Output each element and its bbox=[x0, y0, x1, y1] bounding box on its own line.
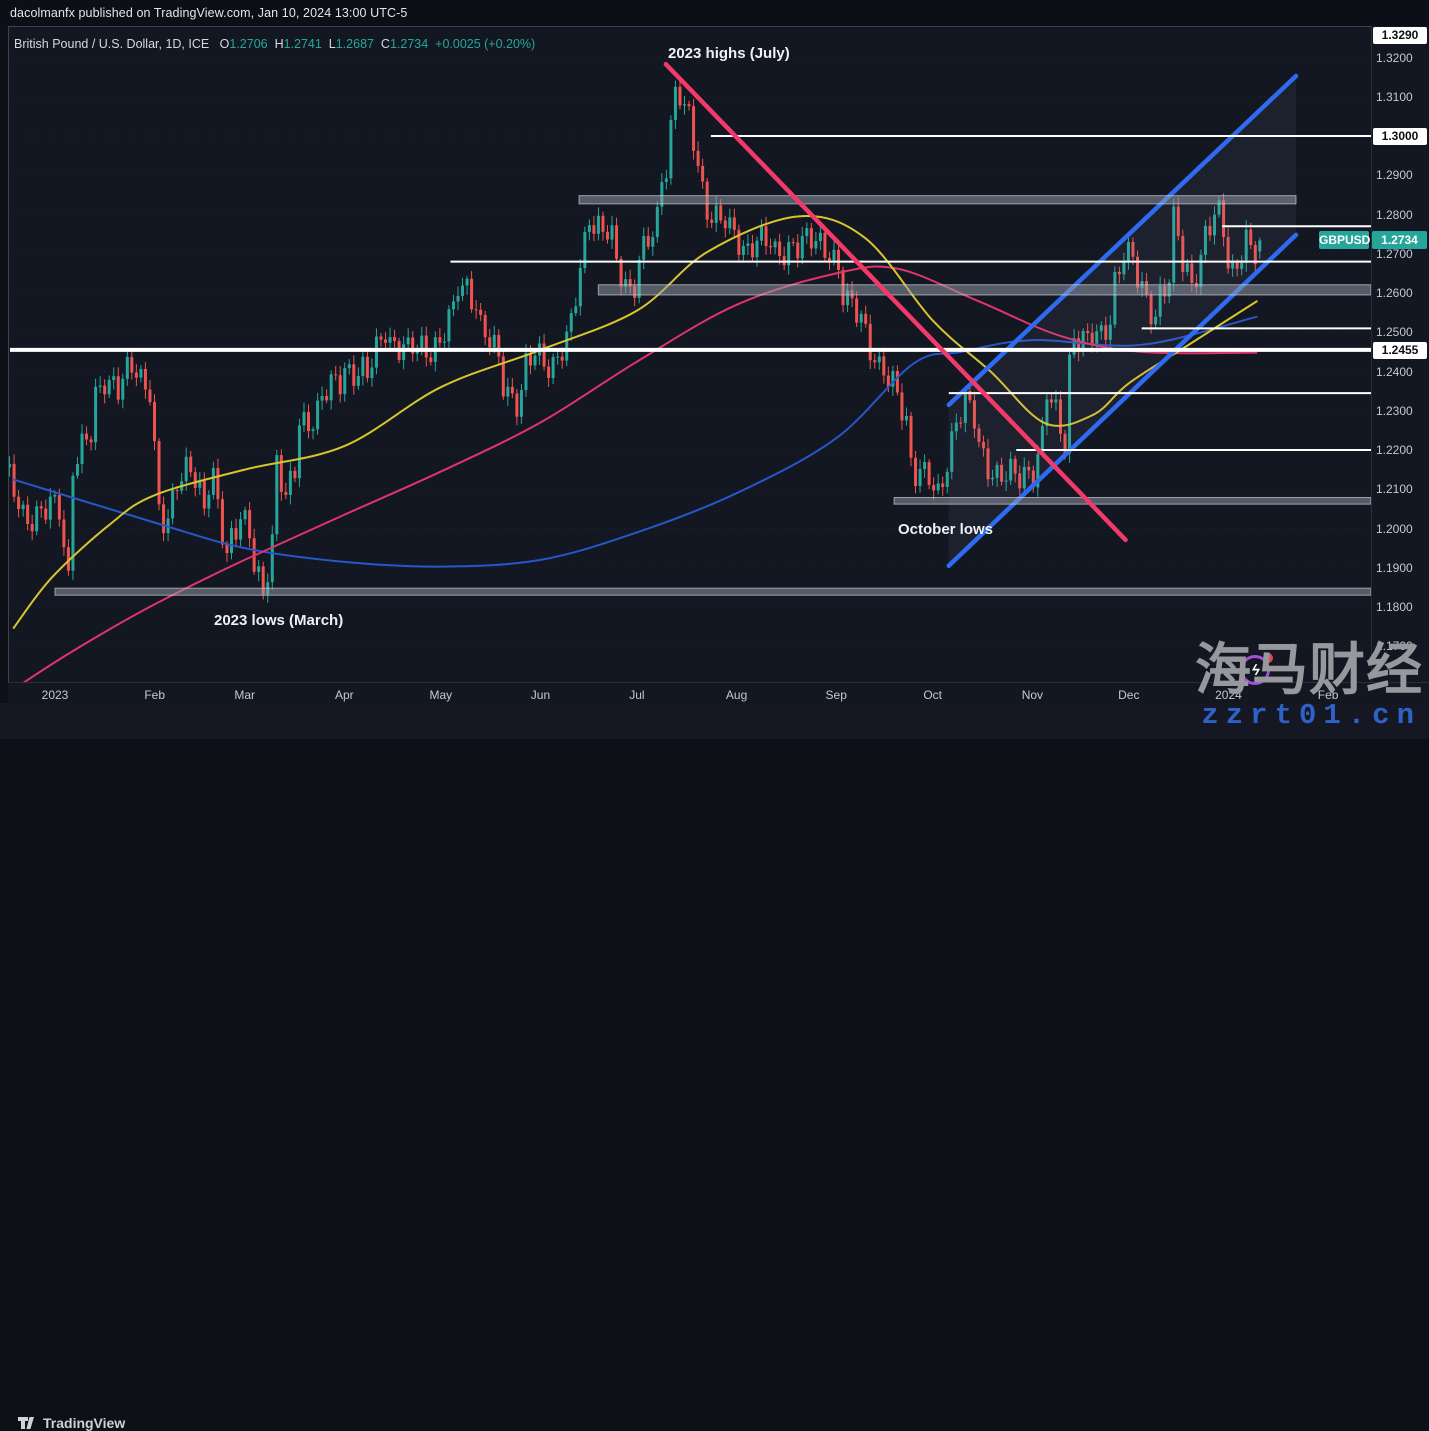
footer-bar: TradingView bbox=[0, 703, 1429, 1431]
close-label: C bbox=[380, 37, 390, 51]
chart-frame bbox=[8, 26, 1429, 703]
price-tick-label: 1.2800 bbox=[1376, 207, 1413, 222]
time-tick-label: Aug bbox=[725, 688, 748, 702]
tradingview-attribution[interactable]: TradingView bbox=[17, 1415, 125, 1431]
annotation-2023-lows: 2023 lows (March) bbox=[214, 612, 344, 629]
price-tick-label: 1.3290 bbox=[1373, 27, 1427, 44]
low-value: 1.2687 bbox=[335, 37, 374, 51]
high-label: H bbox=[274, 37, 284, 51]
candle bbox=[4, 467, 7, 475]
price-tick-label: 1.3200 bbox=[1376, 50, 1413, 65]
publish-text: dacolmanfx published on TradingView.com,… bbox=[10, 6, 408, 20]
ohlc-legend: British Pound / U.S. Dollar, 1D, ICE O1.… bbox=[14, 37, 535, 51]
symbol-title: British Pound / U.S. Dollar, 1D, ICE bbox=[14, 37, 210, 51]
price-axis[interactable]: 1.3290 1.3200 1.3100 1.3000 1.2900 1.2800 1.27… bbox=[1371, 26, 1429, 682]
price-tick-label: 1.2455 bbox=[1373, 341, 1427, 359]
time-tick-label: Sep bbox=[825, 688, 847, 702]
price-tick-label: 1.3100 bbox=[1376, 89, 1413, 104]
time-tick-label: May bbox=[429, 688, 453, 702]
watermark-url: zzrt01.cn bbox=[1201, 699, 1421, 732]
open-value: 1.2706 bbox=[229, 37, 268, 51]
red-dot-icon bbox=[1263, 653, 1273, 663]
time-tick-label: Oct bbox=[923, 688, 943, 702]
watermark-title: 海马财经 bbox=[1195, 638, 1423, 701]
price-tick-label: 1.3000 bbox=[1373, 128, 1427, 145]
price-tick-label: 1.2400 bbox=[1376, 364, 1413, 379]
time-tick-label: Jun bbox=[530, 688, 551, 702]
publish-bar: dacolmanfx published on TradingView.com,… bbox=[0, 0, 1429, 26]
tradingview-brand-text: TradingView bbox=[43, 1415, 126, 1431]
price-tick-label: 1.1900 bbox=[1376, 560, 1413, 575]
low-label: L bbox=[328, 37, 336, 51]
time-tick-label: 2024 bbox=[1215, 688, 1242, 702]
price-tick-label: 1.2600 bbox=[1376, 286, 1413, 300]
change-value: +0.0025 (+0.20%) bbox=[435, 37, 536, 51]
price-tick-label: 1.2100 bbox=[1376, 482, 1413, 497]
time-tick-label: Nov bbox=[1021, 688, 1044, 702]
high-value: 1.2741 bbox=[283, 37, 322, 51]
price-tick-label: 1.2900 bbox=[1376, 168, 1413, 183]
price-tick-label: 1.2200 bbox=[1376, 443, 1413, 457]
price-tick-label: 1.1800 bbox=[1376, 600, 1413, 614]
time-tick-label: 2023 bbox=[41, 688, 69, 702]
price-tick-label: 1.2300 bbox=[1376, 403, 1413, 418]
time-tick-label: Apr bbox=[335, 688, 354, 702]
price-tick-label: 1.2700 bbox=[1376, 246, 1413, 261]
symbol-price-badge-value: 1.2734 bbox=[1372, 231, 1427, 250]
price-tick-label: 1.2500 bbox=[1376, 325, 1413, 340]
time-tick-label: Feb bbox=[144, 688, 165, 702]
annotation-2023-highs: 2023 highs (July) bbox=[668, 45, 790, 62]
open-label: O bbox=[219, 37, 230, 51]
time-axis[interactable]: 2023 Feb Mar Apr May Jun Jul Aug Sep Oct Nov Dec 202… bbox=[8, 682, 1429, 704]
symbol-price-badge-label: GBPUSD bbox=[1319, 231, 1371, 250]
tradingview-logo-icon bbox=[18, 1417, 34, 1429]
close-value: 1.2734 bbox=[389, 37, 429, 51]
price-tick-label: 1.1700 bbox=[1376, 639, 1413, 654]
price-tick-label: 1.2000 bbox=[1376, 521, 1413, 536]
time-tick-label: Jul bbox=[629, 688, 645, 702]
time-tick-label: Feb bbox=[1317, 688, 1339, 702]
annotation-october-lows: October lows bbox=[898, 521, 994, 538]
time-tick-label: Mar bbox=[234, 688, 256, 702]
time-tick-label: Dec bbox=[1118, 688, 1140, 702]
